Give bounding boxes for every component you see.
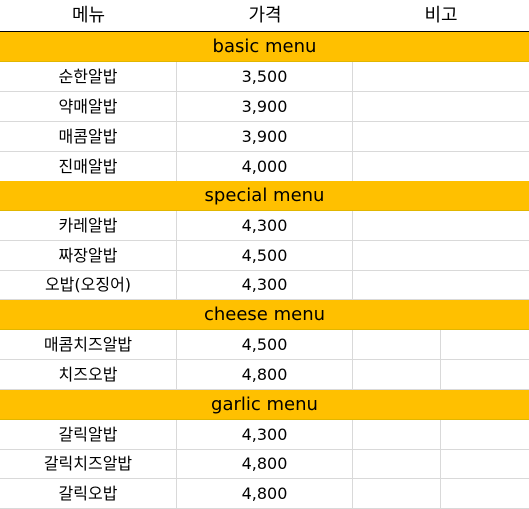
menu-name-cell[interactable]: 매콤알밥: [0, 122, 177, 152]
section-garlic-title[interactable]: garlic menu: [0, 390, 529, 420]
note-cell-extra[interactable]: [441, 479, 529, 509]
header-row: 메뉴 가격 비고: [0, 0, 529, 32]
price-cell[interactable]: 4,000: [177, 152, 353, 182]
table-row: 매콤치즈알밥 4,500: [0, 330, 529, 360]
price-cell[interactable]: 4,500: [177, 241, 353, 271]
table-row: 짜장알밥 4,500: [0, 241, 529, 271]
menu-name-cell[interactable]: 순한알밥: [0, 62, 177, 92]
table-row: 갈릭오밥 4,800: [0, 479, 529, 509]
price-cell[interactable]: 3,900: [177, 92, 353, 122]
table-row: 매콤알밥 3,900: [0, 122, 529, 152]
header-price[interactable]: 가격: [248, 5, 282, 26]
table-row: 카레알밥 4,300: [0, 211, 529, 241]
note-cell[interactable]: [353, 241, 529, 271]
note-cell[interactable]: [353, 152, 529, 182]
price-cell[interactable]: 4,300: [177, 420, 353, 450]
table-row: 진매알밥 4,000: [0, 152, 529, 182]
menu-name-cell[interactable]: 치즈오밥: [0, 360, 177, 390]
note-cell[interactable]: [353, 270, 529, 300]
menu-name-cell[interactable]: 짜장알밥: [0, 241, 177, 271]
note-cell-extra[interactable]: [441, 420, 529, 450]
table-row: 치즈오밥 4,800: [0, 360, 529, 390]
menu-name-cell[interactable]: 진매알밥: [0, 152, 177, 182]
table-row: 순한알밥 3,500: [0, 62, 529, 92]
price-cell[interactable]: 4,800: [177, 360, 353, 390]
table-row: 약매알밥 3,900: [0, 92, 529, 122]
price-cell[interactable]: 4,300: [177, 270, 353, 300]
menu-name-cell[interactable]: 갈릭오밥: [0, 479, 177, 509]
note-cell[interactable]: [353, 92, 529, 122]
table-row: 갈릭알밥 4,300: [0, 420, 529, 450]
menu-name-cell[interactable]: 갈릭치즈알밥: [0, 449, 177, 479]
note-cell-extra[interactable]: [441, 330, 529, 360]
note-cell[interactable]: [353, 360, 441, 390]
menu-name-cell[interactable]: 갈릭알밥: [0, 420, 177, 450]
header-note[interactable]: 비고: [424, 5, 458, 26]
price-cell[interactable]: 3,900: [177, 122, 353, 152]
note-cell[interactable]: [353, 122, 529, 152]
menu-name-cell[interactable]: 약매알밥: [0, 92, 177, 122]
note-cell[interactable]: [353, 420, 441, 450]
price-cell[interactable]: 4,800: [177, 479, 353, 509]
section-special-title[interactable]: special menu: [0, 181, 529, 211]
section-basic-title[interactable]: basic menu: [0, 32, 529, 62]
note-cell[interactable]: [353, 62, 529, 92]
note-cell[interactable]: [353, 479, 441, 509]
price-cell[interactable]: 4,300: [177, 211, 353, 241]
price-cell[interactable]: 3,500: [177, 62, 353, 92]
price-cell[interactable]: 4,500: [177, 330, 353, 360]
section-cheese-title[interactable]: cheese menu: [0, 300, 529, 330]
note-cell-extra[interactable]: [441, 449, 529, 479]
header-menu[interactable]: 메뉴: [71, 5, 106, 26]
price-cell[interactable]: 4,800: [177, 449, 353, 479]
note-cell[interactable]: [353, 449, 441, 479]
menu-name-cell[interactable]: 카레알밥: [0, 211, 177, 241]
note-cell[interactable]: [353, 330, 441, 360]
note-cell-extra[interactable]: [441, 360, 529, 390]
table-row: 갈릭치즈알밥 4,800: [0, 449, 529, 479]
table-row: 오밥(오징어) 4,300: [0, 270, 529, 300]
menu-name-cell[interactable]: 매콤치즈알밥: [0, 330, 177, 360]
note-cell[interactable]: [353, 211, 529, 241]
menu-name-cell[interactable]: 오밥(오징어): [0, 270, 177, 300]
